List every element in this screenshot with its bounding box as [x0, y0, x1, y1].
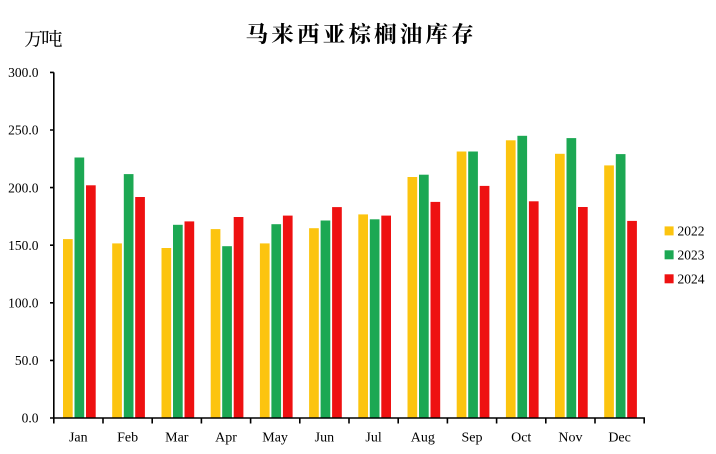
svg-text:2023: 2023	[678, 248, 705, 263]
svg-text:Nov: Nov	[558, 431, 582, 446]
svg-text:150.0: 150.0	[8, 238, 39, 253]
svg-text:50.0: 50.0	[15, 353, 39, 368]
svg-text:Feb: Feb	[117, 431, 138, 446]
svg-text:Jul: Jul	[365, 431, 381, 446]
svg-text:250.0: 250.0	[8, 123, 39, 138]
svg-text:Jan: Jan	[69, 431, 88, 446]
svg-text:Aug: Aug	[411, 431, 435, 446]
svg-text:Oct: Oct	[511, 431, 531, 446]
svg-text:Jun: Jun	[315, 431, 334, 446]
svg-text:2024: 2024	[678, 272, 705, 287]
svg-text:Dec: Dec	[608, 431, 631, 446]
svg-text:100.0: 100.0	[8, 296, 39, 311]
svg-text:May: May	[262, 431, 288, 446]
svg-text:Sep: Sep	[462, 431, 483, 446]
svg-text:2022: 2022	[678, 224, 705, 239]
svg-text:200.0: 200.0	[8, 180, 39, 195]
svg-text:Mar: Mar	[165, 431, 189, 446]
svg-text:300.0: 300.0	[8, 65, 39, 80]
svg-text:Apr: Apr	[215, 431, 237, 446]
svg-text:0.0: 0.0	[22, 411, 39, 426]
